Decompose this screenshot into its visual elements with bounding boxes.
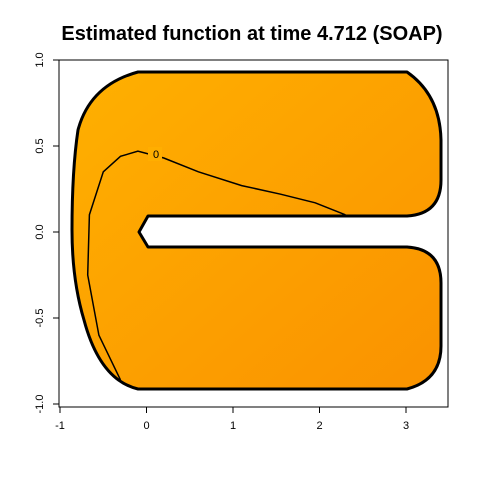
y-tick-label: 0.0 xyxy=(34,224,46,239)
x-tick-label: 1 xyxy=(230,420,236,432)
y-tick-label: 0.5 xyxy=(34,138,46,153)
x-tick-label: 0 xyxy=(143,420,149,432)
contour-label: 0 xyxy=(153,149,159,161)
x-tick-label: -1 xyxy=(55,420,65,432)
x-tick-label: 2 xyxy=(316,420,322,432)
y-tick-label: -0.5 xyxy=(34,309,46,328)
domain-shape xyxy=(70,70,443,391)
x-tick-label: 3 xyxy=(403,420,409,432)
x-axis: -1 0 1 2 3 xyxy=(55,406,409,432)
y-tick-label: -1.0 xyxy=(34,395,46,414)
y-axis: -1.0 -0.5 0.0 0.5 1.0 xyxy=(34,52,60,414)
chart-title: Estimated function at time 4.712 (SOAP) xyxy=(61,23,442,45)
contour-line-0 xyxy=(86,150,346,381)
contour-label-bg xyxy=(148,147,162,161)
y-tick-label: 1.0 xyxy=(34,52,46,67)
